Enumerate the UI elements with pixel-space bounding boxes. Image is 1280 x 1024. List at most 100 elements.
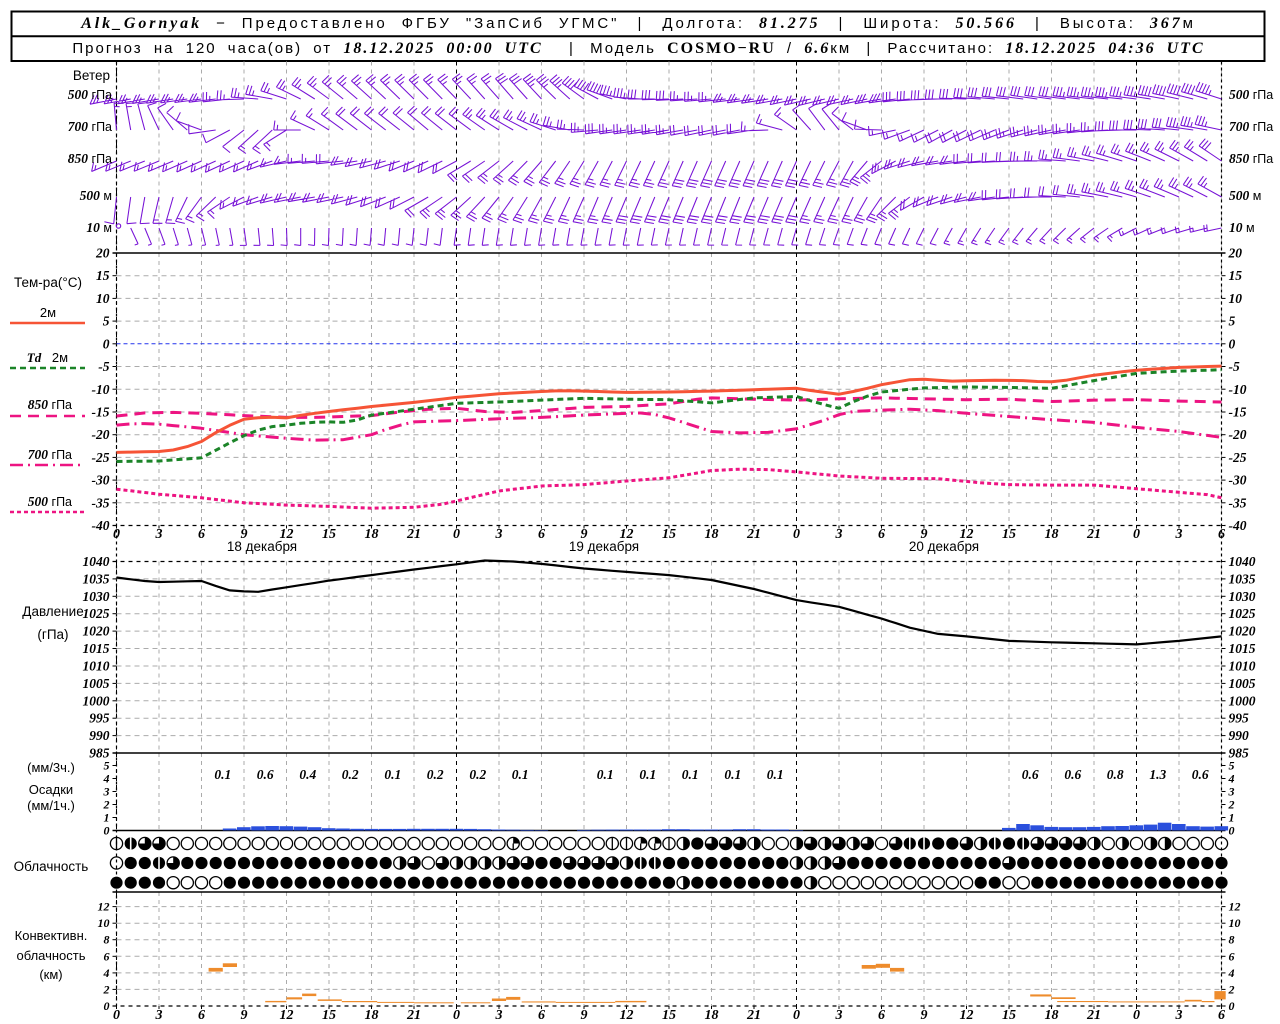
svg-text:-20: -20 bbox=[92, 427, 110, 442]
svg-text:10: 10 bbox=[1229, 916, 1241, 930]
svg-text:(км): (км) bbox=[39, 967, 62, 982]
svg-text:9: 9 bbox=[241, 1008, 248, 1023]
svg-text:-10: -10 bbox=[92, 382, 110, 397]
svg-text:5: 5 bbox=[104, 759, 110, 773]
svg-text:-15: -15 bbox=[92, 405, 110, 420]
svg-text:850 гПа: 850 гПа bbox=[68, 151, 112, 166]
svg-text:10: 10 bbox=[96, 291, 110, 306]
svg-text:500 гПа: 500 гПа bbox=[28, 494, 72, 509]
svg-text:Конвективн.: Конвективн. bbox=[15, 928, 88, 943]
svg-text:0.6: 0.6 bbox=[1022, 767, 1039, 782]
svg-text:3: 3 bbox=[495, 527, 503, 542]
svg-text:850 гПа: 850 гПа bbox=[28, 397, 72, 412]
svg-text:10 м: 10 м bbox=[1229, 220, 1255, 235]
svg-text:700 гПа: 700 гПа bbox=[28, 447, 72, 462]
svg-text:3: 3 bbox=[155, 527, 163, 542]
svg-text:0.1: 0.1 bbox=[767, 767, 784, 782]
svg-text:-30: -30 bbox=[92, 473, 110, 488]
svg-text:Облачность: Облачность bbox=[14, 859, 89, 874]
svg-text:3: 3 bbox=[155, 1008, 163, 1023]
svg-text:18: 18 bbox=[365, 527, 379, 542]
svg-text:1.3: 1.3 bbox=[1149, 767, 1166, 782]
svg-text:0: 0 bbox=[103, 336, 110, 351]
svg-text:15: 15 bbox=[96, 268, 110, 283]
svg-text:1000: 1000 bbox=[83, 693, 110, 708]
svg-text:Ветер: Ветер bbox=[73, 68, 110, 83]
svg-text:3: 3 bbox=[1175, 527, 1183, 542]
svg-text:3: 3 bbox=[835, 527, 843, 542]
svg-text:18: 18 bbox=[1045, 527, 1059, 542]
svg-text:21: 21 bbox=[406, 527, 421, 542]
svg-text:3: 3 bbox=[495, 1008, 503, 1023]
svg-text:2: 2 bbox=[1228, 798, 1235, 812]
svg-text:3: 3 bbox=[1228, 785, 1235, 799]
svg-text:985: 985 bbox=[1229, 746, 1250, 761]
svg-text:0.1: 0.1 bbox=[639, 767, 656, 782]
svg-text:0.1: 0.1 bbox=[214, 767, 231, 782]
svg-text:Осадки: Осадки bbox=[29, 782, 73, 797]
svg-text:0.1: 0.1 bbox=[682, 767, 699, 782]
svg-text:4: 4 bbox=[103, 772, 110, 786]
svg-text:облачность: облачность bbox=[16, 948, 85, 963]
svg-text:8: 8 bbox=[1229, 933, 1235, 947]
svg-text:15: 15 bbox=[322, 1008, 336, 1023]
svg-text:0: 0 bbox=[453, 1008, 460, 1023]
svg-text:2: 2 bbox=[103, 982, 110, 996]
svg-text:-10: -10 bbox=[1229, 382, 1247, 397]
svg-text:990: 990 bbox=[1229, 728, 1250, 743]
svg-text:700 гПа: 700 гПа bbox=[68, 119, 112, 134]
svg-text:8: 8 bbox=[104, 933, 110, 947]
svg-text:1040: 1040 bbox=[1229, 554, 1256, 569]
svg-text:6: 6 bbox=[1218, 1008, 1225, 1023]
svg-text:-25: -25 bbox=[92, 450, 110, 465]
svg-text:0.1: 0.1 bbox=[724, 767, 741, 782]
svg-text:12: 12 bbox=[98, 900, 110, 914]
svg-text:21: 21 bbox=[406, 1008, 421, 1023]
svg-text:(гПа): (гПа) bbox=[37, 627, 68, 642]
svg-text:500 гПа: 500 гПа bbox=[68, 87, 112, 102]
svg-text:3: 3 bbox=[1175, 1008, 1183, 1023]
svg-text:-5: -5 bbox=[1229, 359, 1240, 374]
svg-text:15: 15 bbox=[1002, 1008, 1016, 1023]
svg-text:0.6: 0.6 bbox=[257, 767, 274, 782]
svg-text:1: 1 bbox=[1229, 811, 1235, 825]
svg-text:850 гПа: 850 гПа bbox=[1229, 151, 1273, 166]
svg-text:9: 9 bbox=[921, 1008, 928, 1023]
svg-text:20: 20 bbox=[1228, 246, 1243, 261]
svg-text:12: 12 bbox=[620, 1008, 634, 1023]
svg-text:0: 0 bbox=[113, 1008, 120, 1023]
svg-text:500 м: 500 м bbox=[1229, 188, 1261, 203]
svg-text:0.8: 0.8 bbox=[1107, 767, 1124, 782]
svg-text:0: 0 bbox=[1229, 336, 1236, 351]
svg-text:6: 6 bbox=[198, 527, 205, 542]
svg-text:-30: -30 bbox=[1229, 473, 1247, 488]
svg-text:0: 0 bbox=[793, 1008, 800, 1023]
svg-text:0: 0 bbox=[1229, 999, 1235, 1013]
svg-text:1025: 1025 bbox=[1229, 606, 1256, 621]
svg-text:3: 3 bbox=[103, 785, 110, 799]
svg-text:0: 0 bbox=[793, 527, 800, 542]
svg-text:1040: 1040 bbox=[83, 554, 110, 569]
svg-text:5: 5 bbox=[1229, 759, 1235, 773]
svg-text:21: 21 bbox=[1086, 1008, 1101, 1023]
svg-text:0: 0 bbox=[1133, 1008, 1140, 1023]
svg-text:3: 3 bbox=[835, 1008, 843, 1023]
svg-text:1000: 1000 bbox=[1229, 693, 1256, 708]
svg-text:12: 12 bbox=[280, 527, 294, 542]
svg-text:12: 12 bbox=[1229, 900, 1241, 914]
svg-text:15: 15 bbox=[322, 527, 336, 542]
svg-text:9: 9 bbox=[581, 527, 588, 542]
svg-text:(мм/3ч.): (мм/3ч.) bbox=[27, 760, 75, 775]
svg-text:1025: 1025 bbox=[83, 606, 110, 621]
svg-text:0: 0 bbox=[453, 527, 460, 542]
svg-text:18: 18 bbox=[705, 527, 719, 542]
svg-text:6: 6 bbox=[198, 1008, 205, 1023]
svg-text:Давление: Давление bbox=[22, 604, 83, 619]
svg-text:1005: 1005 bbox=[1229, 676, 1256, 691]
svg-text:995: 995 bbox=[89, 711, 110, 726]
svg-text:4: 4 bbox=[1228, 966, 1235, 980]
svg-text:18: 18 bbox=[1045, 1008, 1059, 1023]
svg-text:-35: -35 bbox=[1229, 495, 1247, 510]
svg-text:700 гПа: 700 гПа bbox=[1229, 119, 1273, 134]
svg-text:0.6: 0.6 bbox=[1192, 767, 1209, 782]
